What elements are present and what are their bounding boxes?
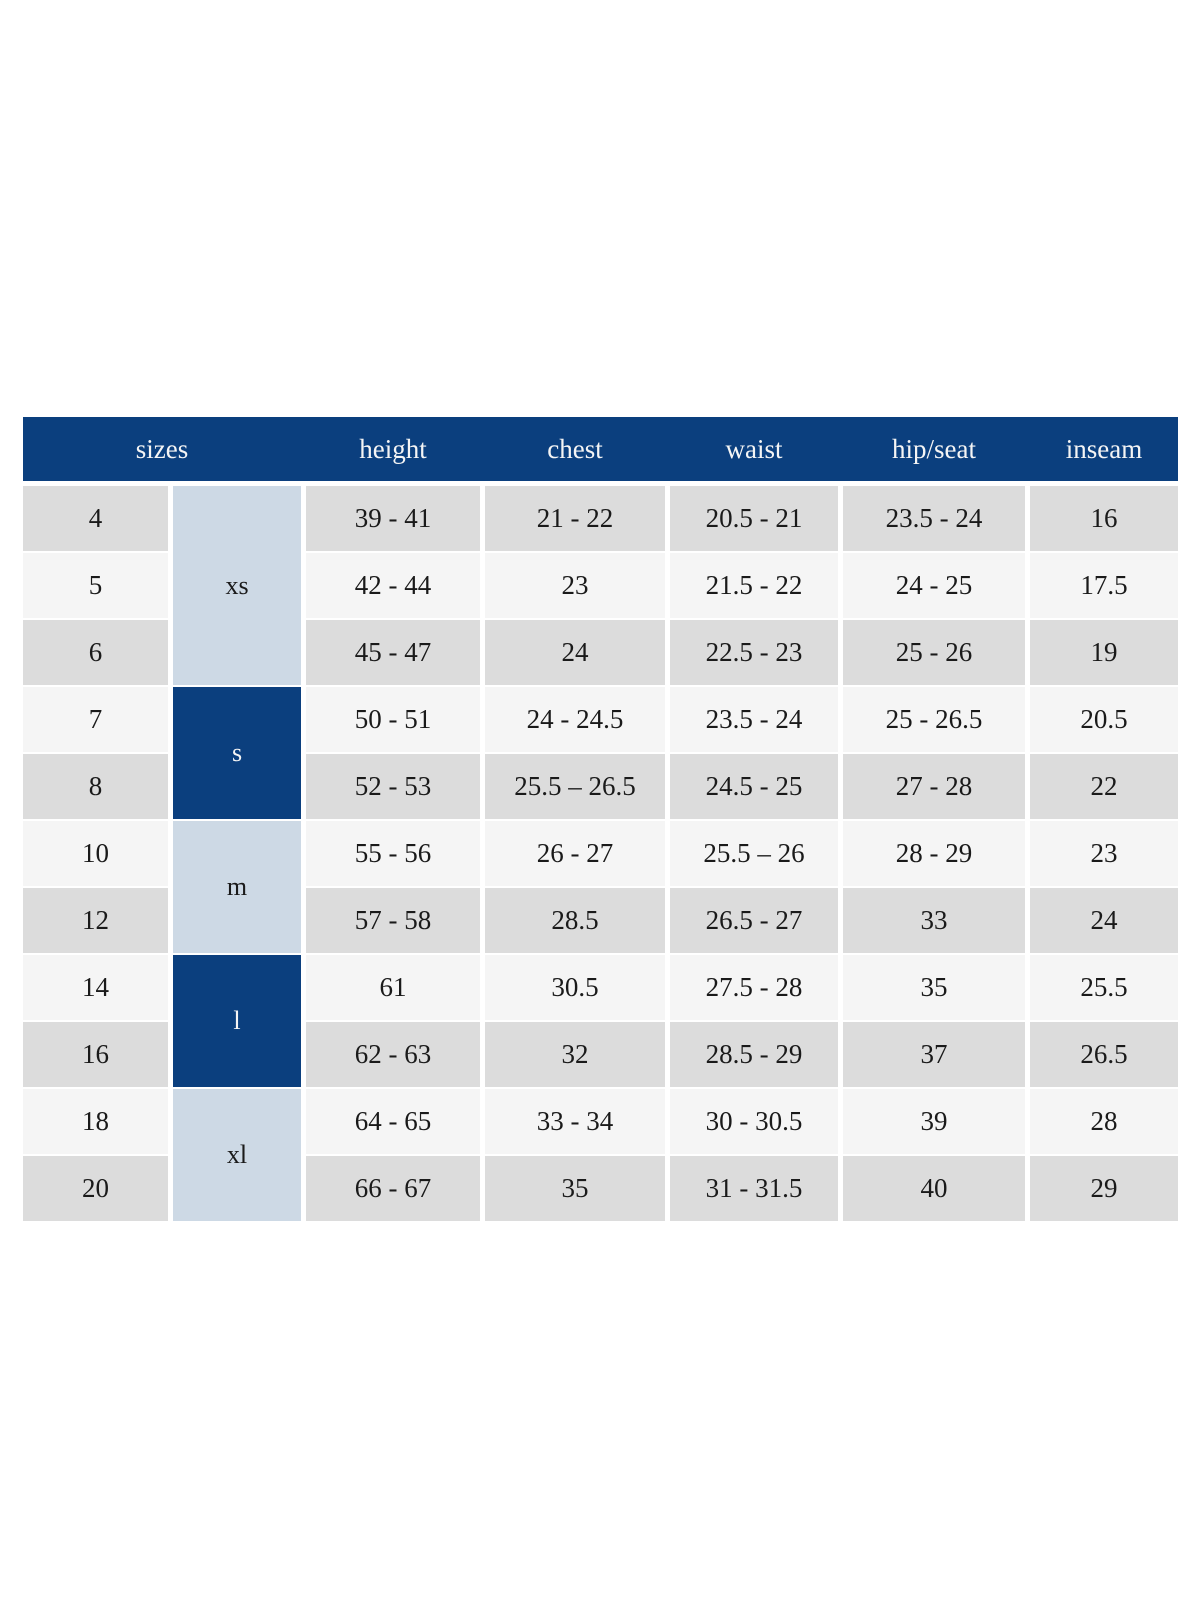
- column-header-waist: waist: [725, 433, 783, 464]
- cell-waist: 28.5 - 29: [670, 1022, 838, 1087]
- cell-chest: 30.5: [485, 955, 665, 1020]
- cell-height: 62 - 63: [306, 1022, 480, 1087]
- cell-size: 7: [23, 687, 168, 752]
- cell-inseam: 23: [1030, 821, 1178, 886]
- column-header-sizes: sizes: [135, 433, 189, 464]
- size-group-s: s: [173, 687, 301, 819]
- cell-size: 10: [23, 821, 168, 886]
- cell-waist: 31 - 31.5: [670, 1156, 838, 1221]
- table-header: sizes height chest waist hip/seat inseam: [23, 417, 1178, 481]
- table-body: 4 39 - 41 21 - 22 20.5 - 21 23.5 - 24 16 5 42 -…: [23, 486, 1178, 1221]
- cell-inseam: 25.5: [1030, 955, 1178, 1020]
- cell-chest: 26 - 27: [485, 821, 665, 886]
- cell-waist: 30 - 30.5: [670, 1089, 838, 1154]
- cell-size: 6: [23, 620, 168, 685]
- cell-waist: 25.5 – 26: [670, 821, 838, 886]
- cell-inseam: 19: [1030, 620, 1178, 685]
- cell-chest: 32: [485, 1022, 665, 1087]
- column-header-hip-seat: hip/seat: [892, 433, 976, 464]
- cell-waist: 20.5 - 21: [670, 486, 838, 551]
- cell-inseam: 20.5: [1030, 687, 1178, 752]
- cell-waist: 22.5 - 23: [670, 620, 838, 685]
- cell-waist: 24.5 - 25: [670, 754, 838, 819]
- cell-waist: 23.5 - 24: [670, 687, 838, 752]
- cell-hip-seat: 37: [843, 1022, 1025, 1087]
- cell-size: 18: [23, 1089, 168, 1154]
- cell-size: 12: [23, 888, 168, 953]
- cell-inseam: 28: [1030, 1089, 1178, 1154]
- cell-hip-seat: 40: [843, 1156, 1025, 1221]
- cell-size: 4: [23, 486, 168, 551]
- column-header-inseam: inseam: [1065, 433, 1143, 464]
- cell-chest: 21 - 22: [485, 486, 665, 551]
- cell-height: 55 - 56: [306, 821, 480, 886]
- cell-inseam: 16: [1030, 486, 1178, 551]
- column-header-height: height: [359, 433, 427, 464]
- cell-waist: 26.5 - 27: [670, 888, 838, 953]
- cell-hip-seat: 39: [843, 1089, 1025, 1154]
- cell-size: 20: [23, 1156, 168, 1221]
- cell-waist: 21.5 - 22: [670, 553, 838, 618]
- cell-height: 64 - 65: [306, 1089, 480, 1154]
- cell-size: 8: [23, 754, 168, 819]
- cell-height: 50 - 51: [306, 687, 480, 752]
- cell-chest: 24: [485, 620, 665, 685]
- size-group-m: m: [173, 821, 301, 953]
- cell-inseam: 17.5: [1030, 553, 1178, 618]
- cell-size: 14: [23, 955, 168, 1020]
- cell-size: 16: [23, 1022, 168, 1087]
- cell-hip-seat: 24 - 25: [843, 553, 1025, 618]
- cell-height: 52 - 53: [306, 754, 480, 819]
- cell-chest: 25.5 – 26.5: [485, 754, 665, 819]
- cell-height: 42 - 44: [306, 553, 480, 618]
- cell-height: 66 - 67: [306, 1156, 480, 1221]
- size-group-l: l: [173, 955, 301, 1087]
- size-group-xs: xs: [173, 486, 301, 685]
- cell-inseam: 24: [1030, 888, 1178, 953]
- cell-chest: 23: [485, 553, 665, 618]
- cell-hip-seat: 33: [843, 888, 1025, 953]
- size-chart-table: sizes height chest waist hip/seat inseam…: [23, 417, 1178, 1221]
- cell-inseam: 26.5: [1030, 1022, 1178, 1087]
- cell-inseam: 29: [1030, 1156, 1178, 1221]
- cell-hip-seat: 25 - 26.5: [843, 687, 1025, 752]
- cell-chest: 35: [485, 1156, 665, 1221]
- cell-height: 61: [306, 955, 480, 1020]
- cell-hip-seat: 35: [843, 955, 1025, 1020]
- cell-hip-seat: 28 - 29: [843, 821, 1025, 886]
- cell-size: 5: [23, 553, 168, 618]
- cell-hip-seat: 23.5 - 24: [843, 486, 1025, 551]
- cell-hip-seat: 25 - 26: [843, 620, 1025, 685]
- cell-height: 45 - 47: [306, 620, 480, 685]
- cell-inseam: 22: [1030, 754, 1178, 819]
- cell-chest: 28.5: [485, 888, 665, 953]
- cell-height: 39 - 41: [306, 486, 480, 551]
- cell-chest: 33 - 34: [485, 1089, 665, 1154]
- cell-waist: 27.5 - 28: [670, 955, 838, 1020]
- column-header-chest: chest: [547, 433, 603, 464]
- cell-hip-seat: 27 - 28: [843, 754, 1025, 819]
- size-group-xl: xl: [173, 1089, 301, 1221]
- cell-chest: 24 - 24.5: [485, 687, 665, 752]
- cell-height: 57 - 58: [306, 888, 480, 953]
